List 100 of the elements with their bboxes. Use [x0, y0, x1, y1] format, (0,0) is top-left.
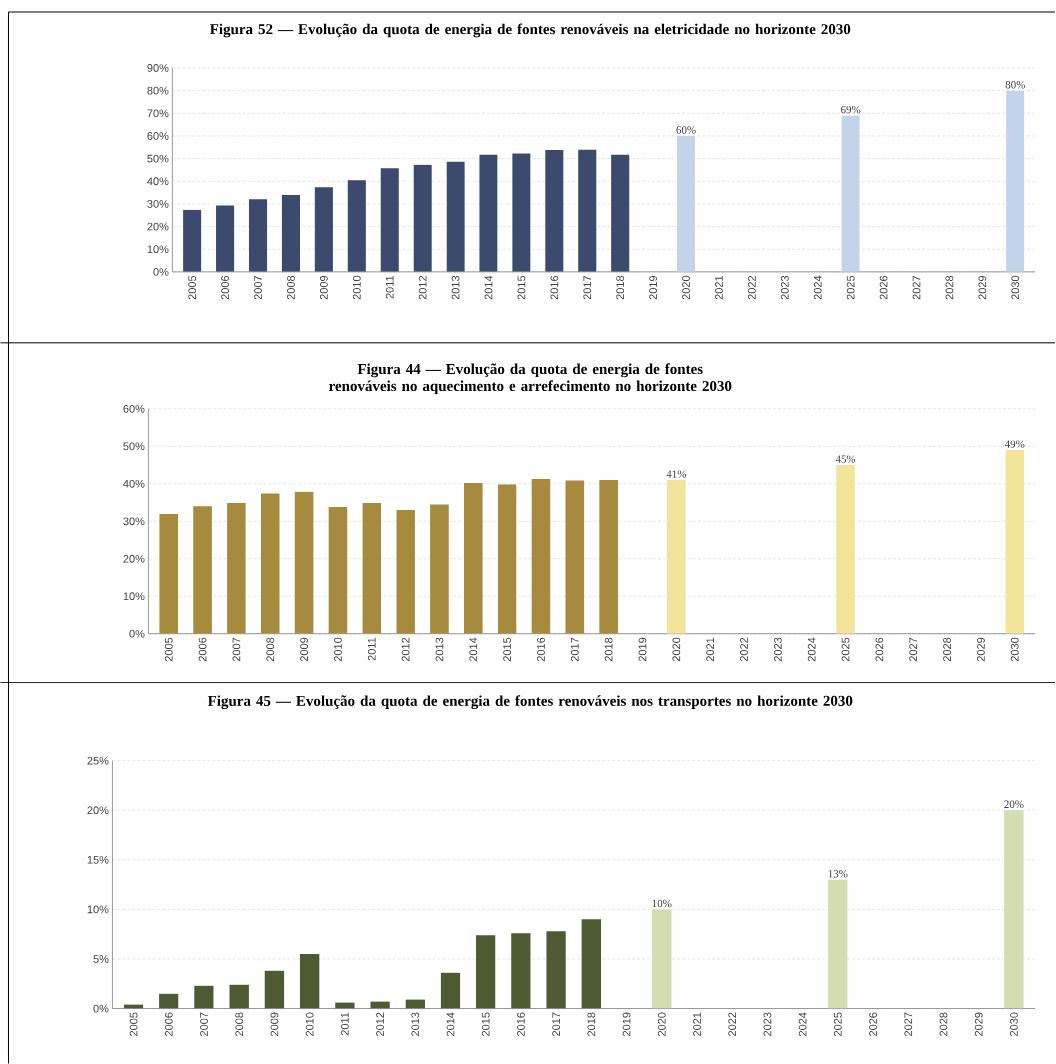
x-tick-label: 2021 — [706, 637, 715, 662]
x-tick-label: 2030 — [1011, 275, 1020, 300]
x-tick-label: 2005 — [129, 1012, 138, 1036]
x-tick-label: 2015 — [503, 637, 512, 662]
y-tick-label: 70% — [147, 109, 169, 118]
x-tick-label: 2019 — [649, 275, 658, 300]
y-tick-label: 90% — [147, 64, 169, 72]
chart-title: Figura 52 — Evolução da quota de energia de fontes renováveis na eletricidade no horizonte 2030 — [210, 23, 851, 38]
bar — [446, 161, 465, 272]
x-tick-label: 2009 — [300, 637, 309, 662]
bar — [611, 154, 630, 272]
x-tick-label: 2018 — [605, 637, 613, 662]
x-tick-label: 2009 — [320, 275, 329, 300]
x-tick-label: 2011 — [386, 275, 394, 299]
bar — [328, 507, 348, 634]
x-tick-label: 2014 — [484, 275, 493, 300]
x-tick-label: 2017 — [583, 275, 592, 300]
bar — [511, 933, 531, 1009]
y-tick-label: 15% — [87, 855, 109, 864]
data-label: 80% — [1005, 80, 1026, 89]
x-tick-label: 2021 — [693, 1012, 702, 1036]
x-tick-label: 2024 — [808, 637, 816, 662]
y-tick-label: 10% — [87, 905, 109, 914]
x-tick-label: 2024 — [798, 1012, 807, 1036]
x-tick-label: 2028 — [939, 1012, 948, 1036]
x-tick-label: 2027 — [909, 637, 918, 662]
x-tick-label: 2018 — [587, 1012, 596, 1036]
x-tick-label: 2026 — [869, 1012, 878, 1036]
chart-title: Figura 44 — Evolução da quota de energia de fontes renováveis no aquecimento e arrefecimento no horizonte 2030 — [329, 363, 732, 395]
bar — [599, 480, 619, 634]
x-tick-label: 2011 — [341, 1012, 349, 1036]
bar — [652, 909, 672, 1009]
bar — [545, 149, 564, 272]
bar — [1005, 450, 1025, 634]
bar — [159, 513, 179, 634]
x-tick-label: 2021 — [715, 275, 724, 300]
x-tick-label: 2005 — [165, 637, 173, 662]
y-tick-label: 0% — [129, 629, 145, 638]
x-tick-label: 2016 — [517, 1012, 526, 1036]
bar — [531, 478, 551, 634]
bar — [396, 510, 416, 634]
x-tick-label: 2025 — [834, 1012, 842, 1036]
bar — [183, 209, 202, 272]
data-label: 41% — [666, 470, 687, 478]
x-tick-label: 2029 — [975, 1012, 983, 1036]
x-tick-label: 2009 — [270, 1012, 279, 1036]
x-tick-label: 2023 — [763, 1012, 772, 1036]
x-tick-label: 2026 — [875, 637, 884, 662]
bar — [667, 480, 686, 634]
bar — [264, 970, 285, 1009]
y-tick-label: 50% — [123, 442, 145, 451]
bar — [1004, 810, 1024, 1009]
x-tick-label: 2028 — [943, 637, 952, 662]
x-tick-label: 2006 — [165, 1012, 173, 1036]
y-tick-label: 5% — [93, 955, 109, 963]
x-tick-label: 2008 — [287, 275, 296, 300]
x-tick-label: 2029 — [978, 275, 987, 300]
x-tick-label: 2017 — [552, 1012, 561, 1036]
x-tick-label: 2022 — [748, 275, 757, 300]
y-tick-label: 25% — [87, 756, 109, 765]
x-tick-label: 2012 — [401, 637, 410, 662]
x-tick-label: 2025 — [847, 275, 855, 300]
bar — [194, 985, 214, 1009]
bar — [476, 935, 496, 1009]
x-tick-label: 2014 — [469, 637, 478, 662]
bar — [546, 931, 567, 1009]
bar — [441, 972, 461, 1009]
x-tick-label: 2017 — [571, 637, 579, 662]
data-label: 13% — [828, 869, 848, 878]
bar — [512, 153, 531, 272]
x-tick-label: 2006 — [221, 275, 230, 300]
x-tick-label: 2008 — [266, 637, 275, 662]
bar — [282, 195, 301, 272]
bar — [227, 502, 246, 634]
x-tick-label: 2030 — [1010, 1012, 1019, 1036]
x-tick-label: 2016 — [537, 637, 546, 662]
bar — [841, 115, 860, 272]
x-tick-label: 2020 — [672, 637, 681, 662]
chart-title: Figura 45 — Evolução da quota de energia de fontes renováveis nos transportes no horizonte 2030 — [208, 695, 853, 710]
x-tick-label: 2028 — [945, 275, 954, 300]
data-label: 69% — [841, 105, 861, 114]
data-label: 45% — [835, 455, 856, 463]
data-label: 20% — [1004, 800, 1024, 809]
x-tick-label: 2014 — [446, 1012, 455, 1036]
bar — [295, 491, 314, 634]
bar — [479, 154, 498, 272]
y-tick-label: 0% — [93, 1004, 109, 1013]
bar — [362, 502, 382, 634]
x-tick-label: 2012 — [419, 275, 427, 300]
x-tick-label: 2012 — [376, 1012, 385, 1036]
bar — [578, 149, 597, 272]
x-tick-label: 2022 — [740, 637, 749, 662]
bar — [229, 984, 250, 1009]
bar — [193, 506, 213, 634]
x-tick-label: 2027 — [904, 1012, 913, 1036]
x-tick-label: 2010 — [353, 275, 361, 300]
y-tick-label: 20% — [147, 222, 169, 231]
x-tick-label: 2016 — [550, 275, 559, 300]
x-tick-label: 2030 — [1011, 637, 1019, 662]
x-tick-label: 2013 — [435, 637, 444, 662]
